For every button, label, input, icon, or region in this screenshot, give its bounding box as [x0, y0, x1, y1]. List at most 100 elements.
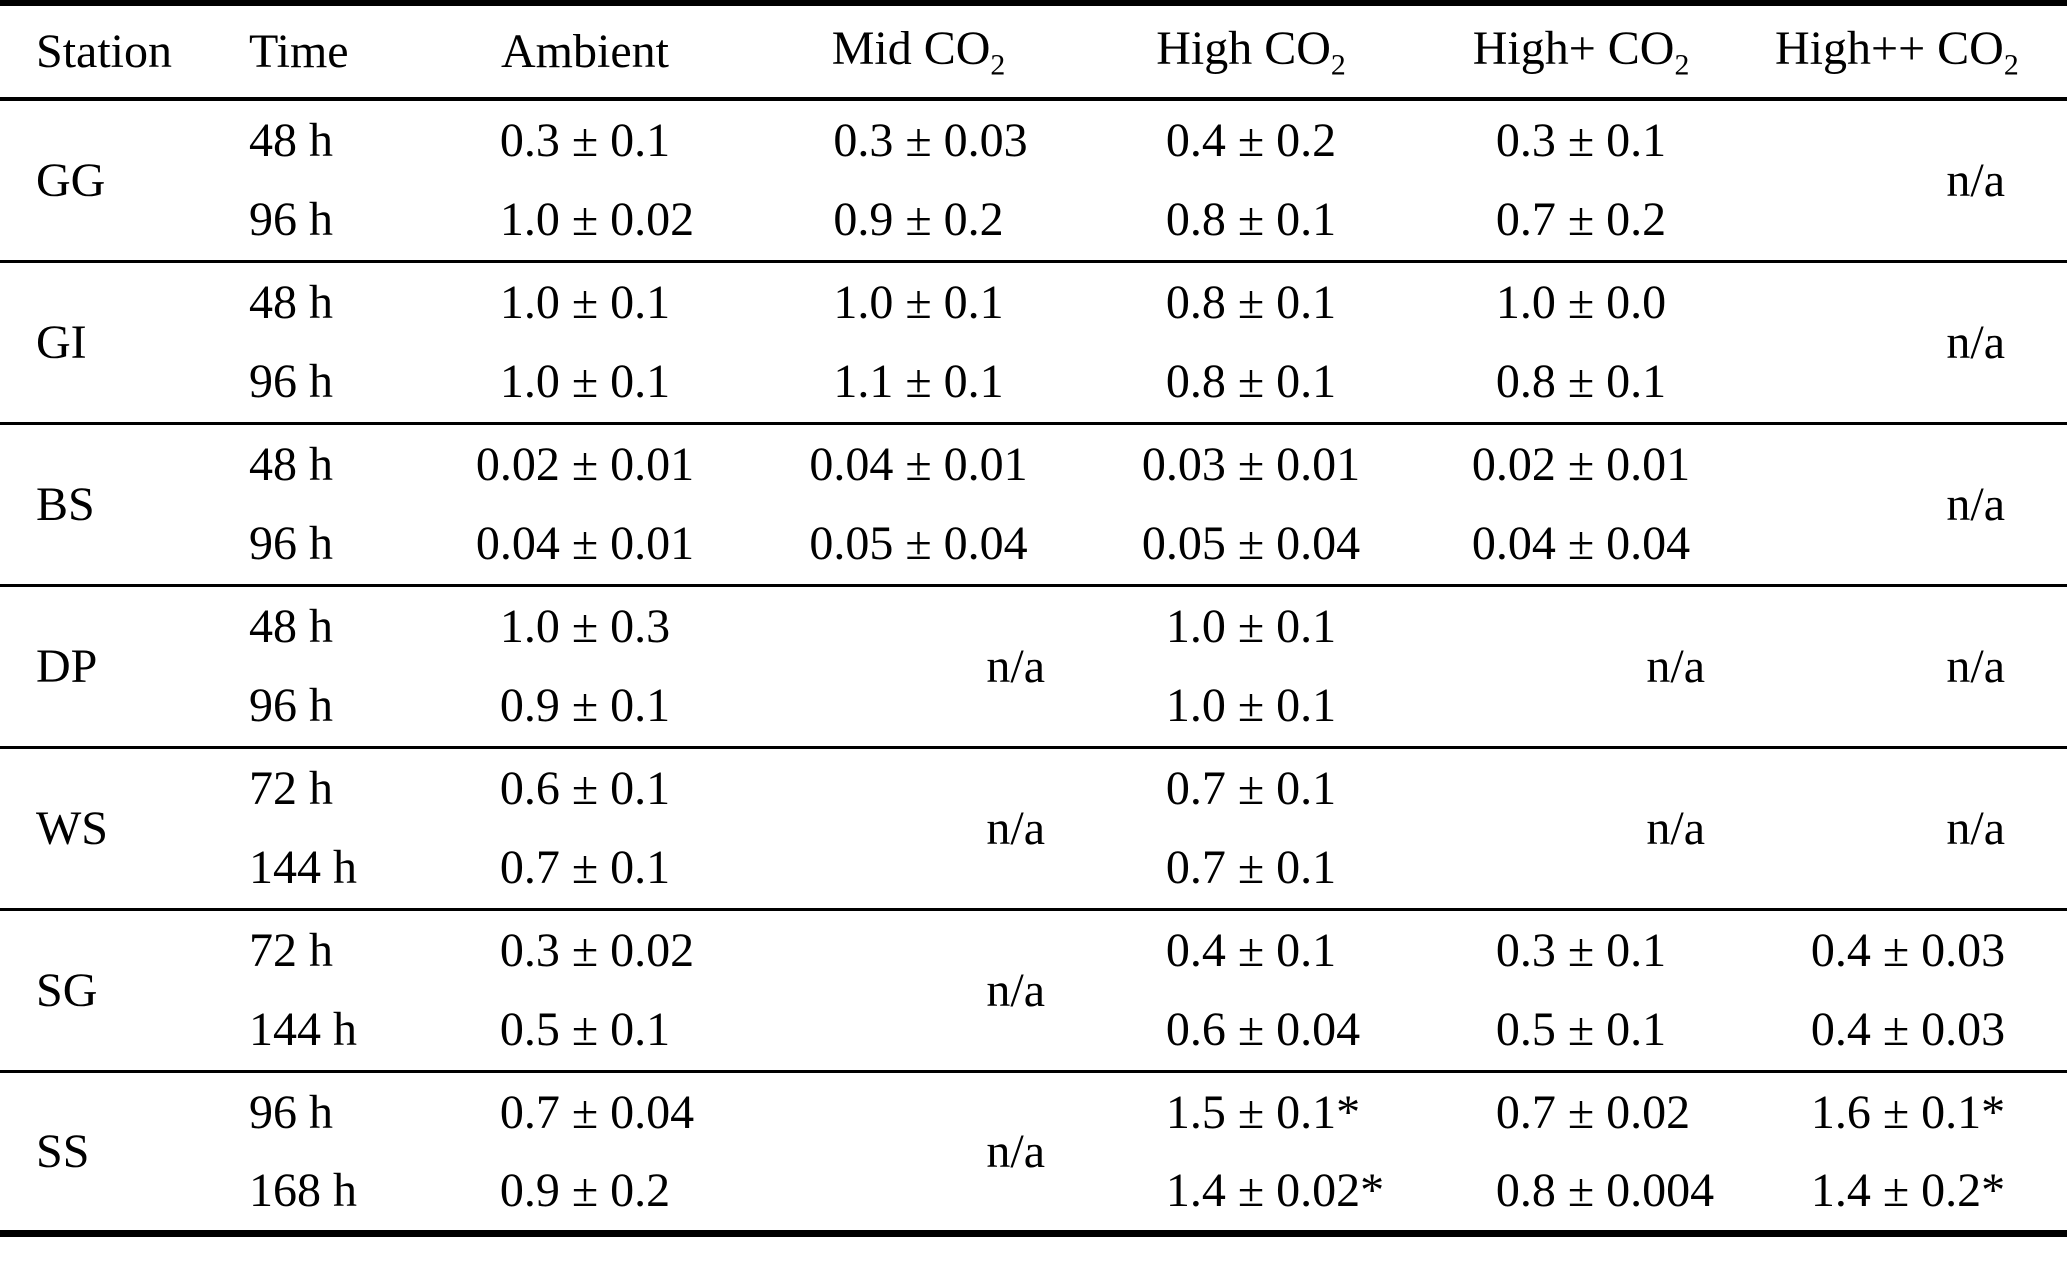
- table-row: 96 h 0.9 ±0.1 1.0 ±0.1: [0, 666, 2067, 747]
- value-mean: 0.8: [1495, 355, 1556, 409]
- value: 1.0 ±0.3: [448, 599, 722, 654]
- value-mean: 1.0: [1495, 275, 1556, 329]
- cell-high: 0.7 ±0.1: [1107, 828, 1437, 909]
- value-mean: 1.0: [1165, 599, 1226, 653]
- plus-minus-sign: ±: [1567, 517, 1595, 571]
- value-uncertainty: 0.1: [943, 275, 1004, 329]
- results-table: Station Time Ambient Mid CO2 High CO2 High+ C…: [0, 0, 2067, 1237]
- cell-high_plus_plus-na: n/a: [1946, 315, 2005, 369]
- value-uncertainty: 0.1: [610, 679, 671, 733]
- plus-minus-sign: ±: [1567, 923, 1595, 977]
- plus-minus-sign: ±: [571, 114, 599, 167]
- plus-minus-sign: ±: [571, 193, 599, 247]
- cell-high_plus_plus-na: n/a: [1946, 639, 2005, 693]
- value: 0.8 ±0.1: [1115, 354, 1387, 409]
- cell-high_plus_plus: 0.4 ±0.03: [1767, 990, 2067, 1071]
- cell-mid-na: n/a: [986, 639, 1045, 693]
- value: 0.8 ±0.1: [1115, 275, 1387, 330]
- value-uncertainty: 0.1: [610, 761, 671, 815]
- value-uncertainty: 0.0: [1606, 275, 1667, 329]
- value: 1.0 ±0.02: [448, 192, 722, 247]
- col-header-label: Ambient: [501, 25, 669, 78]
- cell-ambient: 0.3 ±0.1: [440, 99, 772, 180]
- plus-minus-sign: ±: [905, 437, 932, 491]
- value-mean: 0.02: [475, 437, 560, 491]
- cell-mid-na: n/a: [986, 801, 1045, 855]
- cell-mid: 1.1 ±0.1: [772, 342, 1107, 423]
- plus-minus-sign: ±: [571, 437, 599, 491]
- cell-mid: 1.0 ±0.1: [772, 261, 1107, 342]
- cell-ambient: 0.9 ±0.2: [440, 1152, 772, 1233]
- cell-mid-na: n/a: [986, 963, 1045, 1017]
- value: 1.6 ±0.1*: [1775, 1085, 2017, 1140]
- plus-minus-sign: ±: [905, 114, 932, 167]
- value-mean: 0.3: [833, 114, 894, 167]
- cell-time: 96 h: [249, 193, 333, 247]
- cell-station: GI: [36, 315, 87, 369]
- value-mean: 0.04: [809, 437, 894, 491]
- value-uncertainty: 0.1: [1606, 355, 1667, 409]
- cell-station: GG: [36, 153, 106, 207]
- value-uncertainty: 0.1: [1606, 923, 1667, 977]
- value-uncertainty: 0.04: [610, 1085, 695, 1139]
- value: 0.8 ±0.1: [1115, 192, 1387, 247]
- col-header-station: Station: [0, 3, 205, 99]
- value-mean: 0.3: [1495, 923, 1556, 977]
- value-uncertainty: 0.1: [1276, 599, 1337, 653]
- cell-time: 48 h: [249, 114, 333, 167]
- plus-minus-sign: ±: [571, 355, 599, 409]
- plus-minus-sign: ±: [1237, 437, 1265, 491]
- col-header-label: Mid CO: [831, 21, 991, 75]
- plus-minus-sign: ±: [1237, 275, 1265, 329]
- value-mean: 0.6: [1165, 1003, 1226, 1057]
- value-mean: 0.4: [1165, 923, 1226, 977]
- cell-mid-na: n/a: [986, 1124, 1045, 1178]
- value: 0.3 ±0.1: [1445, 923, 1717, 978]
- value: 0.04 ±0.01: [448, 516, 722, 571]
- value-uncertainty: 0.02: [610, 923, 695, 977]
- cell-station: SG: [36, 963, 98, 1017]
- col-header-mid: Mid CO2: [772, 3, 1107, 99]
- cell-time: 144 h: [249, 841, 357, 895]
- plus-minus-sign: ±: [571, 841, 599, 895]
- table-row: WS 72 h 0.6 ±0.1 n/a 0.7 ±0.1 n/a n/a: [0, 747, 2067, 855]
- value: 0.3 ±0.02: [448, 923, 722, 978]
- plus-minus-sign: ±: [1237, 114, 1265, 167]
- cell-time: 96 h: [249, 355, 333, 409]
- value-uncertainty: 0.1: [1276, 923, 1337, 977]
- cell-high: 0.8 ±0.1: [1107, 261, 1437, 342]
- value-uncertainty: 0.3: [610, 599, 671, 653]
- cell-time: 144 h: [249, 1003, 357, 1057]
- plus-minus-sign: ±: [1567, 355, 1595, 409]
- value-mean: 1.1: [833, 355, 894, 409]
- value-uncertainty: 0.1: [943, 355, 1004, 409]
- value: 0.8 ±0.004: [1445, 1163, 1717, 1218]
- col-header-label: Station: [36, 25, 173, 78]
- value-uncertainty: 0.02: [1606, 1085, 1691, 1139]
- value-mean: 0.4: [1165, 114, 1226, 167]
- value: 0.03 ±0.01: [1115, 437, 1387, 492]
- value-uncertainty: 0.1: [610, 114, 671, 167]
- value-uncertainty: 0.01: [610, 437, 695, 491]
- cell-high_plus: 0.04 ±0.04: [1437, 504, 1767, 585]
- value: 1.4 ±0.2*: [1775, 1163, 2017, 1218]
- plus-minus-sign: ±: [1567, 437, 1595, 491]
- plus-minus-sign: ±: [905, 193, 932, 247]
- plus-minus-sign: ±: [1882, 923, 1910, 977]
- cell-time: 48 h: [249, 275, 333, 329]
- value-uncertainty: 0.01: [610, 517, 695, 571]
- plus-minus-sign: ±: [1882, 1085, 1910, 1139]
- value: 0.8 ±0.1: [1445, 354, 1717, 409]
- cell-station: SS: [36, 1124, 90, 1178]
- value-uncertainty: 0.01: [943, 437, 1028, 491]
- value-mean: 0.6: [499, 761, 560, 815]
- value-uncertainty: 0.1: [1606, 114, 1667, 167]
- value-mean: 1.0: [1165, 679, 1226, 733]
- col-header-label: Time: [249, 25, 349, 78]
- plus-minus-sign: ±: [571, 1003, 599, 1057]
- value: 1.0 ±0.1: [448, 275, 722, 330]
- plus-minus-sign: ±: [571, 923, 599, 977]
- value-mean: 1.0: [499, 355, 560, 409]
- value-uncertainty: 0.1: [610, 841, 671, 895]
- value-mean: 0.04: [1471, 517, 1556, 571]
